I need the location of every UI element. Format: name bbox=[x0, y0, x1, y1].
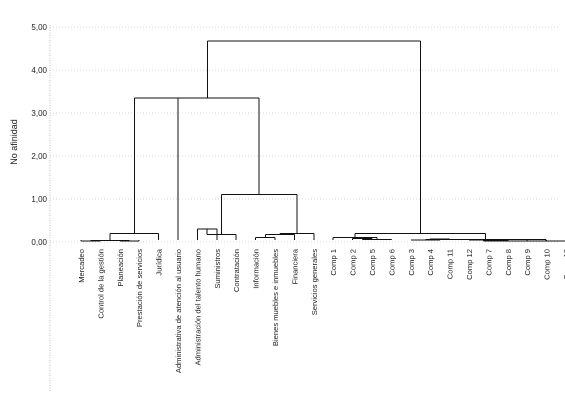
dendrogram-links bbox=[80, 40, 565, 242]
y-tick-label: 5,00 bbox=[31, 23, 47, 32]
leaf-label: Prestación de servicios bbox=[135, 249, 144, 327]
leaf-label: Comp 5 bbox=[368, 249, 377, 276]
y-axis: 0,00 1,00 2,00 3,00 4,00 5,00 bbox=[31, 23, 51, 392]
leaf-label: Comp 2 bbox=[349, 249, 358, 276]
y-tick-label: 3,00 bbox=[31, 109, 47, 118]
leaf-label: Administración del talento humano bbox=[193, 249, 202, 366]
grid-layer bbox=[50, 26, 558, 243]
leaf-label: Contratación bbox=[232, 249, 241, 292]
leaf-label: Comp 6 bbox=[387, 249, 396, 276]
leaf-label: Servicios generales bbox=[310, 249, 319, 315]
leaf-label: Comp 12 bbox=[465, 249, 474, 280]
leaf-label: Información bbox=[252, 249, 261, 289]
y-tick-label: 1,00 bbox=[31, 195, 47, 204]
leaf-label: Mercadeo bbox=[77, 249, 86, 283]
leaf-label: Administrativa de atención al usuario bbox=[174, 249, 183, 373]
leaf-label: Control de la gestión bbox=[96, 249, 105, 319]
leaf-label: Planeación bbox=[116, 249, 125, 287]
leaf-label: Comp 13 bbox=[562, 249, 565, 280]
leaf-label: Jurídica bbox=[155, 248, 164, 275]
leaf-label: Suministros bbox=[213, 249, 222, 289]
leaf-label: Comp 11 bbox=[446, 249, 455, 279]
leaf-label: Comp 4 bbox=[426, 249, 435, 276]
leaf-label: Comp 8 bbox=[504, 249, 513, 276]
y-tick-label: 4,00 bbox=[31, 66, 47, 75]
leaf-label: Financiera bbox=[290, 248, 299, 284]
leaf-label: Comp 7 bbox=[484, 249, 493, 276]
leaf-labels: Mercadeo Control de la gestión Planeación P… bbox=[77, 248, 565, 373]
y-tick-label: 2,00 bbox=[31, 152, 47, 161]
y-axis-title: No afinidad bbox=[9, 119, 19, 165]
leaf-label: Comp 10 bbox=[543, 249, 552, 280]
leaf-label: Comp 1 bbox=[329, 249, 338, 276]
leaf-label: Comp 3 bbox=[407, 249, 416, 276]
y-tick-label: 0,00 bbox=[31, 238, 47, 247]
leaf-label: Bienes muebles e inmuebles bbox=[271, 249, 280, 346]
leaf-label: Comp 9 bbox=[523, 249, 532, 276]
